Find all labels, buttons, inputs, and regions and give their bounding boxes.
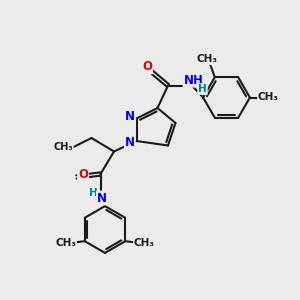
Text: N: N [125,110,135,124]
Text: CH₃: CH₃ [134,238,155,248]
Text: O: O [142,60,152,74]
Text: CH₃: CH₃ [258,92,279,103]
Text: H: H [198,84,207,94]
Text: O: O [78,167,88,181]
Text: NH: NH [184,74,203,87]
Text: CH₃: CH₃ [53,142,73,152]
Text: CH₃: CH₃ [196,54,217,64]
Text: N: N [97,191,107,205]
Text: H: H [88,188,98,199]
Text: CH₃: CH₃ [55,238,76,248]
Text: N: N [125,136,135,149]
